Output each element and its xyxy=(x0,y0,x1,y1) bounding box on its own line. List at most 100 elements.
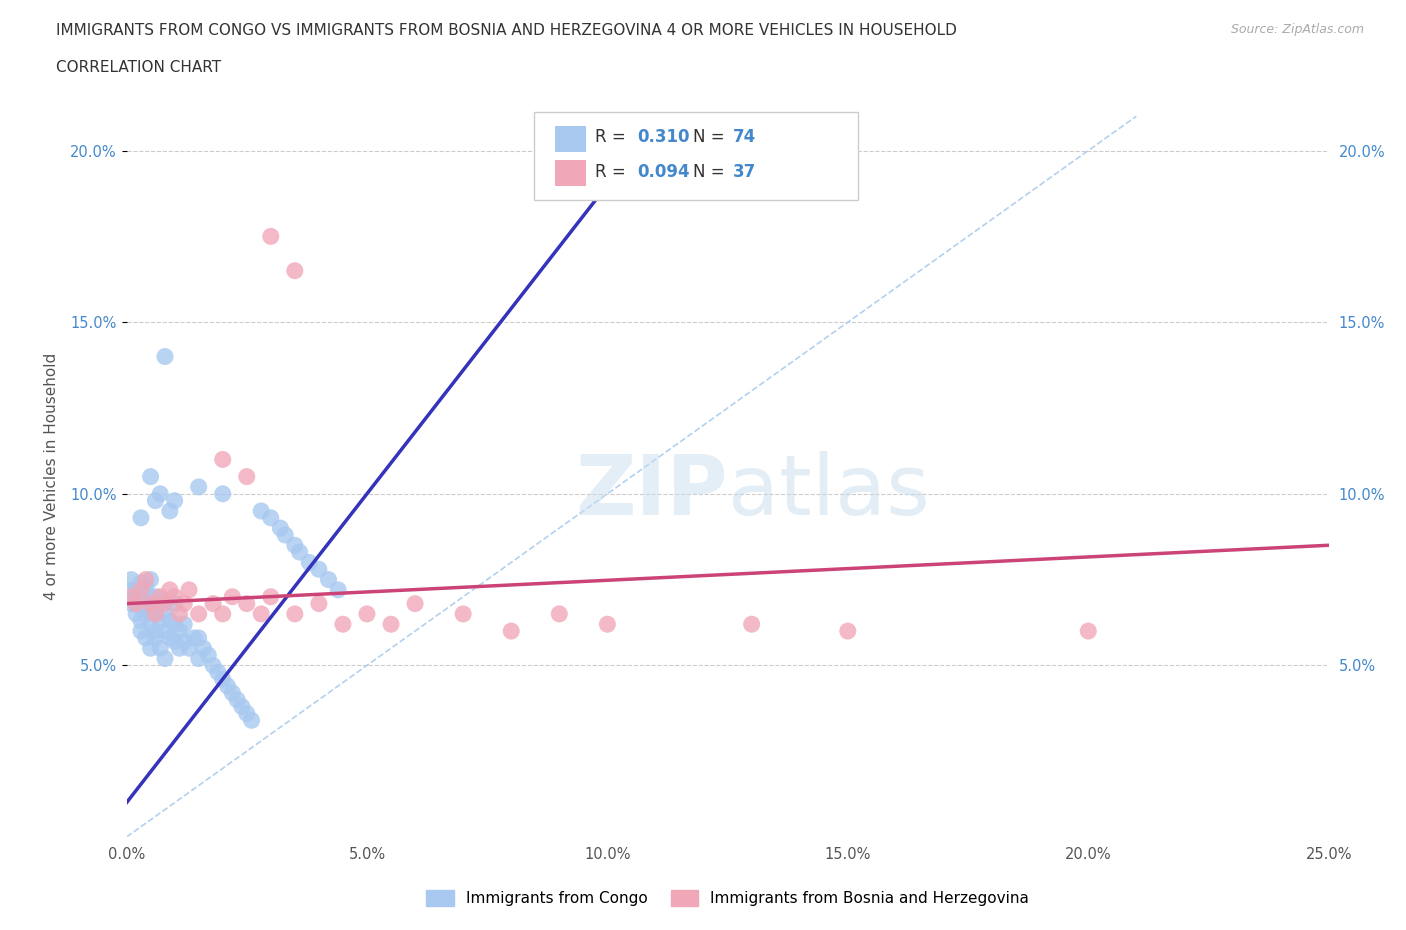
Point xyxy=(163,590,186,604)
Point xyxy=(129,511,152,525)
Point xyxy=(129,586,152,601)
Point xyxy=(260,590,283,604)
Point xyxy=(548,606,571,621)
Point xyxy=(231,699,253,714)
Point xyxy=(318,572,340,587)
Point xyxy=(125,606,148,621)
Point xyxy=(159,582,181,597)
Point xyxy=(163,596,186,611)
Point xyxy=(120,572,142,587)
Point xyxy=(177,582,200,597)
Point xyxy=(129,624,152,639)
Point xyxy=(129,582,152,597)
Point xyxy=(145,590,167,604)
Point xyxy=(135,631,157,645)
Point xyxy=(163,617,186,631)
Point xyxy=(308,596,330,611)
Point xyxy=(211,671,233,686)
Point xyxy=(120,582,142,597)
Point xyxy=(404,596,426,611)
Point xyxy=(235,470,259,485)
Text: ZIP: ZIP xyxy=(575,450,728,532)
Point xyxy=(120,590,142,604)
Point xyxy=(135,606,157,621)
Point xyxy=(274,527,297,542)
Point xyxy=(173,617,195,631)
Point xyxy=(284,606,307,621)
Text: 74: 74 xyxy=(733,127,756,146)
Point xyxy=(125,596,148,611)
Point xyxy=(217,679,239,694)
Point xyxy=(1077,624,1099,639)
Point xyxy=(125,590,148,604)
Point xyxy=(159,614,181,629)
Text: atlas: atlas xyxy=(728,450,929,532)
Point xyxy=(153,606,176,621)
Point xyxy=(202,658,225,672)
Text: N =: N = xyxy=(693,127,730,146)
Point xyxy=(145,493,167,508)
Text: CORRELATION CHART: CORRELATION CHART xyxy=(56,60,221,75)
Point xyxy=(139,603,162,618)
Point xyxy=(125,596,148,611)
Point xyxy=(235,596,259,611)
Point xyxy=(149,614,172,629)
Point xyxy=(173,596,195,611)
Point xyxy=(145,631,167,645)
Point xyxy=(149,596,172,611)
Point xyxy=(159,631,181,645)
Point xyxy=(250,503,273,518)
Point xyxy=(145,606,167,621)
Point xyxy=(596,617,619,631)
Point xyxy=(169,624,191,639)
Point xyxy=(149,641,172,656)
Text: 37: 37 xyxy=(733,163,756,181)
Point xyxy=(139,572,162,587)
Point xyxy=(211,452,233,467)
Point xyxy=(298,555,321,570)
Point xyxy=(187,606,209,621)
Point xyxy=(145,606,167,621)
Point xyxy=(260,229,283,244)
Point xyxy=(221,590,243,604)
Text: R =: R = xyxy=(595,163,631,181)
Point xyxy=(169,641,191,656)
Point xyxy=(193,641,215,656)
Point xyxy=(135,572,157,587)
Point xyxy=(177,641,200,656)
Text: Source: ZipAtlas.com: Source: ZipAtlas.com xyxy=(1230,23,1364,36)
Point xyxy=(163,493,186,508)
Point xyxy=(202,596,225,611)
Point xyxy=(139,596,162,611)
Point xyxy=(837,624,859,639)
Point xyxy=(163,634,186,649)
Point xyxy=(187,651,209,666)
Point xyxy=(187,480,209,495)
Point xyxy=(211,486,233,501)
Point xyxy=(250,606,273,621)
Point xyxy=(139,590,162,604)
Point xyxy=(159,503,181,518)
Text: N =: N = xyxy=(693,163,730,181)
Point xyxy=(326,582,349,597)
Point xyxy=(356,606,378,621)
Text: 0.310: 0.310 xyxy=(637,127,689,146)
Text: R =: R = xyxy=(595,127,631,146)
Point xyxy=(129,614,152,629)
Point xyxy=(197,647,219,662)
Point xyxy=(153,349,176,364)
Point xyxy=(308,562,330,577)
Point xyxy=(139,617,162,631)
Point xyxy=(211,606,233,621)
Point xyxy=(169,606,191,621)
Point xyxy=(139,470,162,485)
Point xyxy=(149,486,172,501)
Text: IMMIGRANTS FROM CONGO VS IMMIGRANTS FROM BOSNIA AND HERZEGOVINA 4 OR MORE VEHICL: IMMIGRANTS FROM CONGO VS IMMIGRANTS FROM… xyxy=(56,23,957,38)
Point xyxy=(284,263,307,278)
Point xyxy=(288,545,311,560)
Point xyxy=(129,576,152,591)
Point xyxy=(284,538,307,552)
Text: 0.094: 0.094 xyxy=(637,163,689,181)
Point xyxy=(183,631,205,645)
Point xyxy=(260,511,283,525)
